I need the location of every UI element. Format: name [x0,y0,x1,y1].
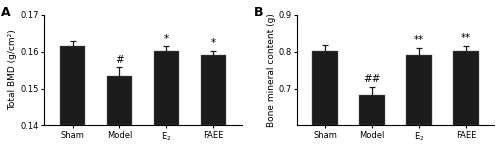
Text: A: A [1,6,11,19]
Bar [200,55,226,125]
Text: **: ** [414,35,424,45]
Bar [360,95,385,125]
Text: **: ** [461,33,471,43]
Bar [106,76,132,125]
Bar [454,51,479,125]
Text: *: * [211,38,216,48]
Bar [60,46,86,125]
Bar [406,55,432,125]
Bar [154,51,180,125]
Text: B: B [254,6,263,19]
Y-axis label: Bone mineral content (g): Bone mineral content (g) [266,13,276,127]
Bar [312,51,338,125]
Text: *: * [164,34,169,44]
Y-axis label: Total BMD (g/cm²): Total BMD (g/cm²) [8,30,18,110]
Text: #: # [115,55,124,65]
Text: ##: ## [364,74,381,84]
